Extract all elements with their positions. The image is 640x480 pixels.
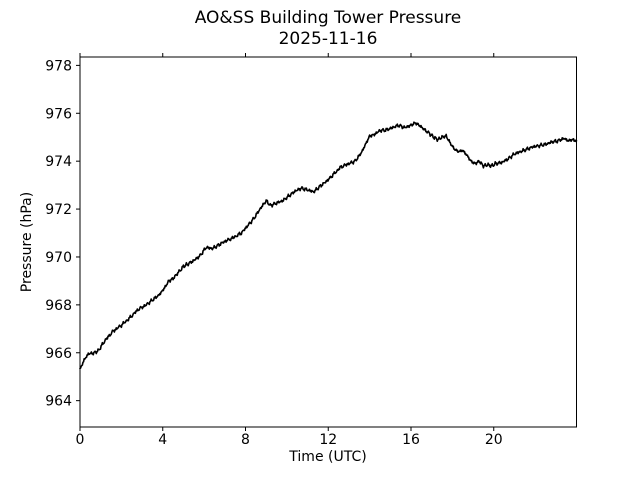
x-axis-label: Time (UTC)	[288, 449, 366, 465]
x-tick-label: 20	[485, 432, 503, 448]
x-tick-label: 12	[319, 432, 337, 448]
x-axis-ticks: 0 4 8 12 16 20	[76, 53, 503, 448]
x-tick-label: 0	[76, 432, 85, 448]
x-tick-label: 16	[402, 432, 420, 448]
y-axis-label: Pressure (hPa)	[19, 192, 35, 292]
x-tick-label: 4	[158, 432, 167, 448]
y-axis-ticks: 964 966 968 970 972 974 976 978	[45, 58, 80, 410]
y-tick-label: 972	[45, 202, 72, 218]
chart-subtitle: 2025-11-16	[279, 29, 378, 49]
y-tick-label: 968	[45, 298, 72, 314]
plot-border	[79, 56, 577, 428]
x-tick-label: 8	[241, 432, 250, 448]
chart-title: AO&SS Building Tower Pressure	[195, 8, 462, 28]
y-tick-label: 976	[45, 106, 72, 122]
y-tick-label: 978	[45, 58, 72, 74]
y-tick-label: 966	[45, 346, 72, 362]
y-tick-label: 974	[45, 154, 72, 170]
y-tick-label: 970	[45, 250, 72, 266]
y-tick-label: 964	[45, 394, 72, 410]
pressure-series-line	[79, 121, 578, 370]
